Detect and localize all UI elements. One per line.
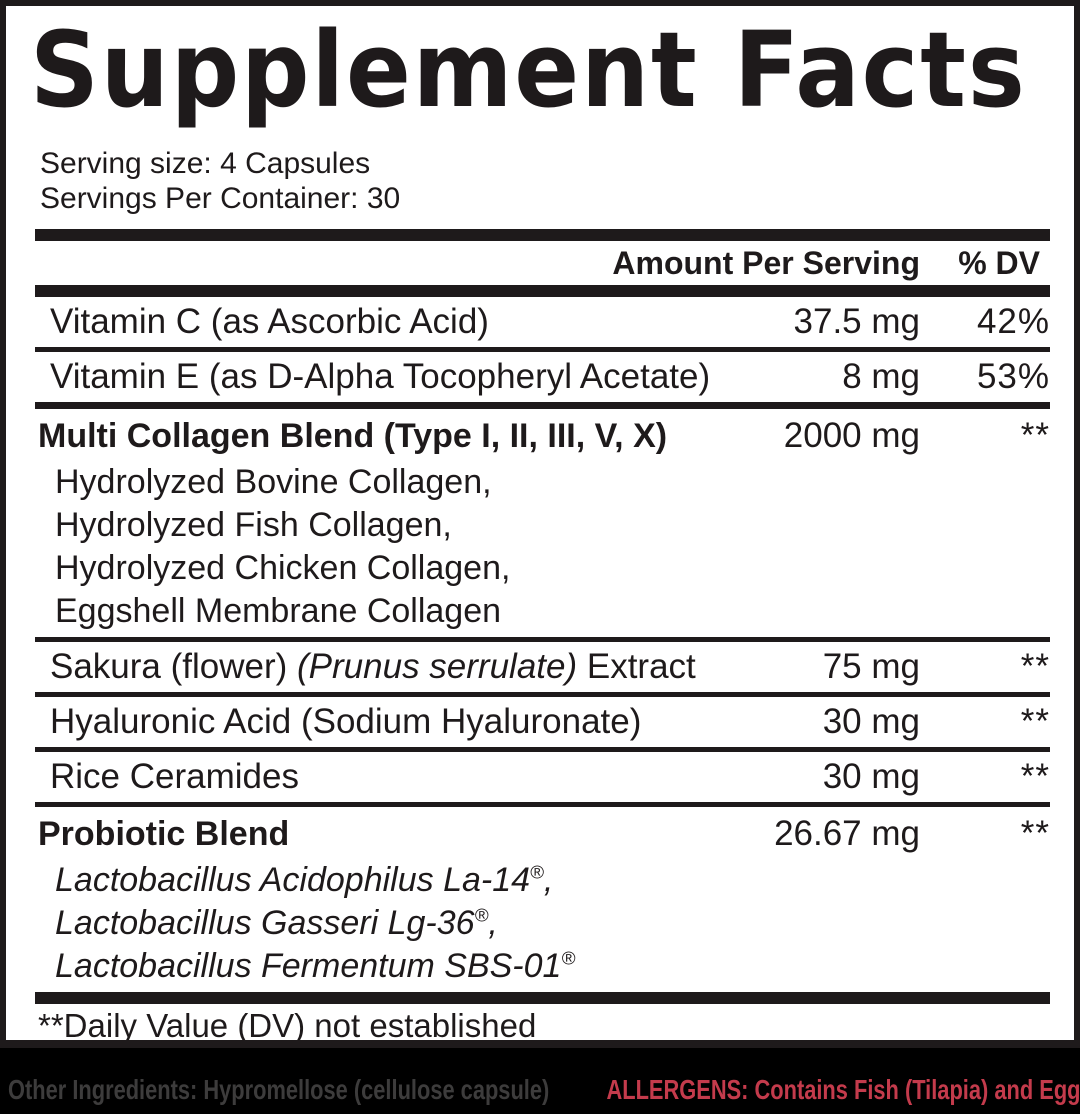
supplement-facts-panel: Supplement Facts Serving size: 4 Capsule… [0,0,1080,1048]
ingredient-amount: 8 mg [842,357,920,396]
divider-thin [35,747,1050,752]
ingredient-row-vitamin-c: Vitamin C (as Ascorbic Acid) 37.5 mg 42% [30,297,1050,347]
divider-thick-top [35,229,1050,241]
sub-ingredient: Hydrolyzed Chicken Collagen, [55,549,511,587]
panel-title: Supplement Facts [30,9,1027,131]
blend-name: Probiotic Blend [38,815,290,853]
ingredient-name: Sakura (flower) (Prunus serrulate) Extra… [50,647,696,686]
divider-thin [35,692,1050,697]
ingredient-amount: 2000 mg [783,416,920,455]
sub-ingredient: Lactobacillus Acidophilus La-14®, [55,861,554,899]
ingredient-dv: ** [1020,416,1050,455]
ingredient-row-collagen-blend: Multi Collagen Blend (Type I, II, III, V… [30,409,1050,637]
divider-thin [35,802,1050,807]
sub-ingredient: Hydrolyzed Bovine Collagen, [55,463,492,501]
ingredient-name: Rice Ceramides [50,757,299,796]
footer-line: Other Ingredients: Hypromellose (cellulo… [8,1074,1080,1106]
divider-medium [35,402,1050,409]
ingredient-dv: ** [1020,757,1050,796]
column-header-amount: Amount Per Serving [612,244,920,281]
ingredient-row-rice-ceramides: Rice Ceramides 30 mg ** [30,752,1050,802]
ingredient-dv: ** [1020,702,1050,741]
column-header-dv: % DV [958,244,1040,281]
divider-thick-header [35,285,1050,297]
other-ingredients-text: Other Ingredients: Hypromellose (cellulo… [8,1074,550,1105]
ingredient-row-vitamin-e: Vitamin E (as D-Alpha Tocopheryl Acetate… [30,352,1050,402]
ingredient-name: Hyaluronic Acid (Sodium Hyaluronate) [50,702,642,741]
ingredient-name: Vitamin C (as Ascorbic Acid) [50,302,489,341]
ingredient-row-probiotic-blend: Probiotic Blend Lactobacillus Acidophilu… [30,807,1050,992]
divider-thin [35,637,1050,642]
allergens-text: ALLERGENS: Contains Fish (Tilapia) and E… [606,1074,1080,1105]
registered-mark: ® [561,947,576,969]
ingredient-amount: 26.67 mg [774,814,920,853]
ingredient-dv: ** [1020,814,1050,853]
sub-ingredient: Lactobacillus Gasseri Lg-36®, [55,904,498,942]
footer-strip: Other Ingredients: Hypromellose (cellulo… [0,1048,1080,1114]
registered-mark: ® [474,904,489,926]
column-header-row: Amount Per Serving % DV [30,241,1050,285]
ingredient-row-hyaluronic-acid: Hyaluronic Acid (Sodium Hyaluronate) 30 … [30,697,1050,747]
dv-footnote: **Daily Value (DV) not established [38,1007,537,1044]
ingredient-name: Vitamin E (as D-Alpha Tocopheryl Acetate… [50,357,711,396]
sub-ingredient: Lactobacillus Fermentum SBS-01® [55,947,576,985]
ingredient-amount: 30 mg [822,702,920,741]
serving-info: Serving size: 4 Capsules Servings Per Co… [40,146,1050,216]
ingredient-name-group: Multi Collagen Blend (Type I, II, III, V… [30,417,770,633]
ingredient-dv: 53% [976,357,1050,396]
divider-thick-bottom [35,992,1050,1004]
registered-mark: ® [530,861,544,883]
divider-thin [35,347,1050,352]
ingredient-amount: 37.5 mg [793,302,920,341]
sub-ingredient: Eggshell Membrane Collagen [55,592,502,630]
ingredient-amount: 75 mg [822,647,920,686]
blend-name: Multi Collagen Blend (Type I, II, III, V… [38,417,668,455]
servings-per-container: Servings Per Container: 30 [40,182,401,215]
ingredient-dv: ** [1020,647,1050,686]
sub-ingredient: Hydrolyzed Fish Collagen, [55,506,452,544]
botanical-name: (Prunus serrulate) [297,647,578,686]
blend-sub-ingredients: Hydrolyzed Bovine Collagen, Hydrolyzed F… [38,461,770,633]
ingredient-amount: 30 mg [822,757,920,796]
ingredient-dv: 42% [976,302,1050,341]
ingredient-name-group: Probiotic Blend Lactobacillus Acidophilu… [30,815,770,988]
blend-sub-ingredients: Lactobacillus Acidophilus La-14®, Lactob… [38,859,770,988]
serving-size: Serving size: 4 Capsules [40,147,371,180]
ingredient-row-sakura: Sakura (flower) (Prunus serrulate) Extra… [30,642,1050,692]
